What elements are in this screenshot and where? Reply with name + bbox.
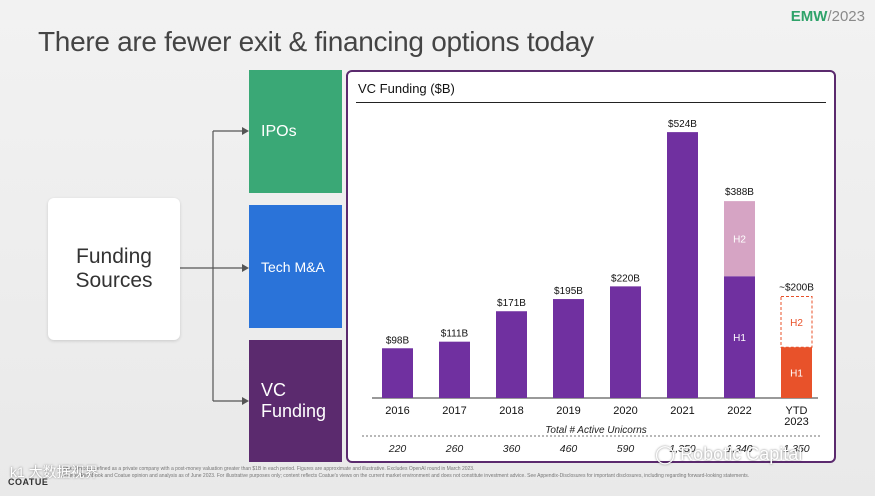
unicorn-count-2020: 590 bbox=[617, 443, 635, 455]
x-tick-label-ytd-2023-1: 2023 bbox=[784, 416, 808, 428]
x-tick-label-2018: 2018 bbox=[499, 405, 523, 417]
value-label-ytd-2023: ~$200B bbox=[779, 283, 814, 294]
footnote-source: Source: PitchBook and Coatue opinion and… bbox=[62, 473, 750, 480]
option-vc-funding: VC Funding bbox=[249, 340, 342, 462]
watermark-text: Robotic Capital bbox=[680, 444, 803, 464]
bar-2018 bbox=[496, 311, 527, 398]
brand-mark: EMW/2023 bbox=[791, 8, 865, 25]
brand-name: EMW bbox=[790, 8, 828, 25]
value-label-2016: $98B bbox=[386, 335, 410, 346]
unicorn-count-2021: 1,350 bbox=[669, 443, 695, 455]
value-label-2020: $220B bbox=[611, 273, 640, 284]
watermark-left: k1 大数据视界 bbox=[10, 464, 99, 480]
option-vc-funding-label: VC Funding bbox=[261, 380, 327, 421]
value-label-2019: $195B bbox=[554, 286, 583, 297]
bar-2020 bbox=[610, 286, 641, 398]
bar-2017 bbox=[439, 341, 470, 398]
unicorn-count-2022: 1,340 bbox=[726, 443, 752, 455]
footnote: Note: Unicorn defined as a private compa… bbox=[62, 466, 842, 481]
option-tech-ma-label: Tech M&A bbox=[261, 258, 325, 275]
unicorns-label: Total # Active Unicorns bbox=[545, 425, 647, 436]
footnote-note: Note: Unicorn defined as a private compa… bbox=[62, 466, 475, 472]
value-label-2022: $388B bbox=[725, 187, 754, 198]
x-tick-label-2017: 2017 bbox=[442, 405, 466, 417]
vc-funding-chart: $98B 2016 220 $111B 2017 260 $171B 2018 360 $195B… bbox=[362, 119, 820, 455]
x-tick-label-ytd-2023-0: YTD bbox=[786, 405, 808, 417]
bar-2016 bbox=[382, 348, 413, 398]
bar-2022-h1 bbox=[724, 276, 755, 398]
option-ipos-label: IPOs bbox=[261, 122, 297, 140]
bar-2021 bbox=[667, 132, 698, 398]
bar-segment-label-ytd-2023-h1: H1 bbox=[790, 369, 803, 380]
unicorn-count-2017: 260 bbox=[445, 443, 464, 455]
chart-panel: VC Funding ($B) $98B 2016 220 $111B 2017 260 $… bbox=[346, 70, 836, 463]
x-tick-label-2022: 2022 bbox=[727, 405, 751, 417]
unicorn-count-2016: 220 bbox=[388, 443, 407, 455]
x-tick-label-2019: 2019 bbox=[556, 405, 580, 417]
x-tick-label-2016: 2016 bbox=[385, 405, 409, 417]
x-tick-label-2020: 2020 bbox=[613, 405, 637, 417]
chart-title-rule bbox=[356, 102, 826, 103]
bar-2022-h2 bbox=[724, 201, 755, 277]
bar-segment-label-2022-h1: H1 bbox=[733, 333, 746, 344]
bar-ytd-2023-h1 bbox=[781, 347, 812, 398]
value-label-2018: $171B bbox=[497, 298, 526, 309]
bar-segment-label-ytd-2023-h2: H2 bbox=[790, 318, 803, 329]
chart-title: VC Funding ($B) bbox=[358, 81, 455, 96]
coatue-logo: COATUE bbox=[8, 477, 49, 487]
watermark: ◯ Robotic Capital bbox=[655, 444, 803, 464]
x-tick-label-2021: 2021 bbox=[670, 405, 694, 417]
unicorn-count-2018: 360 bbox=[503, 443, 521, 455]
option-tech-ma: Tech M&A bbox=[249, 205, 342, 328]
brand-year: /2023 bbox=[827, 8, 865, 25]
funding-sources-box: Funding Sources bbox=[48, 198, 180, 340]
bar-2019 bbox=[553, 299, 584, 398]
bar-ytd-2023-h2 bbox=[780, 296, 813, 348]
value-label-2017: $111B bbox=[441, 329, 469, 340]
bar-segment-label-2022-h2: H2 bbox=[733, 235, 746, 246]
slide-title: There are fewer exit & financing options… bbox=[38, 26, 594, 57]
funding-sources-label: Funding Sources bbox=[75, 244, 153, 292]
option-ipos: IPOs bbox=[249, 70, 342, 193]
unicorn-count-2019: 460 bbox=[560, 443, 578, 455]
value-label-2021: $524B bbox=[668, 119, 697, 130]
unicorn-count-ytd-2023: 1,350 bbox=[783, 443, 809, 455]
